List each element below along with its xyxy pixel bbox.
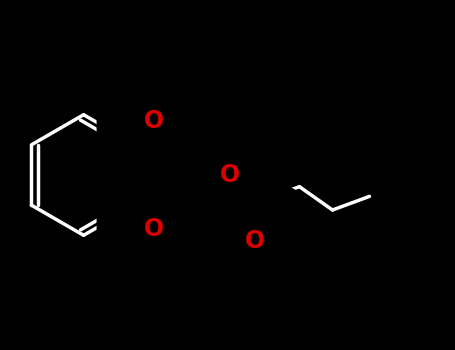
- Text: N: N: [173, 163, 192, 187]
- Text: O: O: [219, 163, 239, 187]
- Text: O: O: [144, 108, 164, 133]
- Text: O: O: [144, 217, 164, 241]
- Text: O: O: [245, 229, 265, 253]
